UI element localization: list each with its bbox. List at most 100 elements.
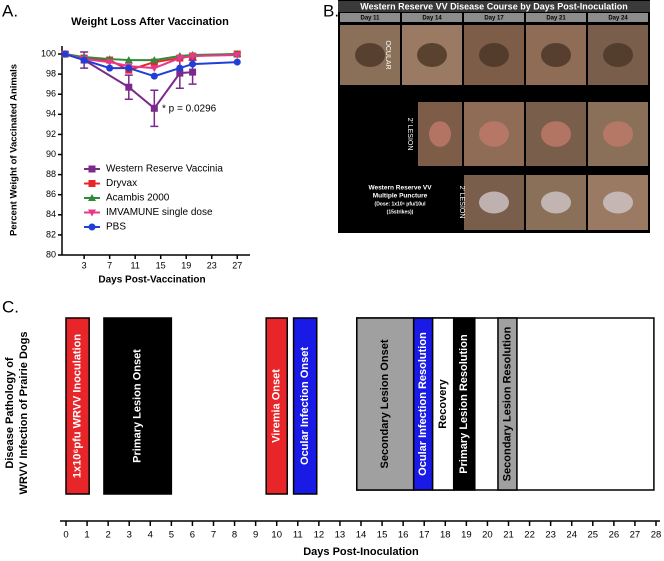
x-tick-label: 21	[503, 530, 514, 541]
x-tick-label: 8	[232, 530, 237, 541]
legend-marker	[88, 209, 96, 217]
x-tick-label: 15	[377, 530, 388, 541]
photo-detail	[479, 121, 509, 147]
y-tick-label: 90	[46, 149, 56, 159]
photo-title-bar	[338, 1, 650, 12]
bar-label: Primary Lesion Onset	[132, 349, 144, 463]
marker	[61, 50, 69, 58]
row-label: 2' LESION	[406, 118, 413, 151]
marker	[188, 53, 197, 61]
timeline-bar	[265, 317, 288, 495]
column-header-bg	[402, 13, 462, 22]
photo-detail	[541, 43, 571, 67]
x-tick-label: 27	[232, 260, 242, 270]
panel-label: C.	[2, 297, 19, 316]
x-tick-label: 14	[356, 530, 367, 541]
marker	[189, 60, 197, 68]
bar-label: Recovery	[437, 378, 449, 428]
x-tick-label: 22	[524, 530, 535, 541]
photo-detail	[603, 191, 633, 214]
x-tick-label: 18	[440, 530, 451, 541]
bar-label: 1x10⁶pfu WRVV Inoculation	[71, 334, 83, 478]
marker	[233, 52, 242, 60]
x-tick-label: 23	[545, 530, 556, 541]
x-tick-label: 19	[181, 260, 191, 270]
bar-label: Primary Lesion Resolution	[458, 334, 470, 474]
legend-marker	[88, 180, 96, 187]
x-tick-label: 20	[482, 530, 493, 541]
timeline-bar	[497, 317, 518, 491]
marker	[106, 64, 114, 72]
y-tick-label: 84	[46, 209, 56, 219]
annotation: * p = 0.0296	[162, 104, 217, 115]
marker	[150, 104, 158, 112]
column-header-bg	[464, 13, 524, 22]
column-header: Day 24	[608, 16, 628, 22]
x-tick-label: 9	[253, 530, 258, 541]
photo-detail	[479, 43, 509, 67]
x-tick-label: 3	[82, 260, 87, 270]
bar-label: Secondary Lesion Onset	[379, 339, 391, 468]
legend-label: Acambis 2000	[106, 193, 170, 204]
timeline-bar	[65, 317, 90, 495]
marker	[176, 69, 184, 77]
legend-marker	[88, 194, 96, 201]
x-tick-label: 13	[335, 530, 346, 541]
x-tick-label: 10	[271, 530, 282, 541]
x-tick-label: 27	[630, 530, 641, 541]
x-tick-label: 11	[293, 530, 303, 541]
photo-detail	[355, 43, 385, 67]
row-label: 2' LESION	[458, 186, 465, 219]
legend-label: IMVAMUNE single dose	[106, 207, 213, 218]
x-tick-label: 12	[314, 530, 325, 541]
x-tick-label: 11	[131, 260, 140, 270]
x-tick-label: 26	[609, 530, 620, 541]
photo-detail	[603, 43, 633, 67]
bar-label: Ocular Infection Onset	[299, 347, 311, 465]
marker	[125, 83, 133, 91]
y-tick-label: 94	[46, 109, 56, 119]
panel-label: A.	[2, 1, 18, 20]
column-header-bg	[588, 13, 648, 22]
group-label: Multiple Puncture	[373, 193, 428, 200]
marker	[80, 56, 88, 64]
x-tick-label: 5	[169, 530, 174, 541]
chart-title: Weight Loss After Vaccination	[71, 16, 229, 28]
marker	[105, 59, 114, 67]
y-tick-label: 86	[46, 189, 56, 199]
legend-label: Western Reserve Vaccinia	[106, 164, 223, 175]
x-tick-label: 0	[63, 530, 68, 541]
y-tick-label: 98	[46, 69, 56, 79]
legend-label: Dryvax	[106, 178, 137, 189]
photo-title: Western Reserve VV Disease Course by Day…	[360, 1, 627, 11]
y-tick-label: 92	[46, 129, 56, 139]
marker	[124, 56, 133, 64]
marker	[176, 64, 184, 72]
photo-detail	[429, 121, 451, 147]
photo-detail	[479, 191, 509, 214]
group-label: (Dose: 1x10⁶ pfu/10ul	[375, 201, 427, 207]
group-label: Western Reserve VV	[368, 185, 432, 192]
x-axis-label: Days Post-Inoculation	[303, 546, 419, 558]
x-tick-label: 7	[107, 260, 112, 270]
y-tick-label: 88	[46, 169, 56, 179]
photo-detail	[417, 43, 447, 67]
bar-label: Secondary Lesion Resolution	[501, 326, 513, 481]
column-header: Day 17	[484, 16, 504, 22]
legend-marker	[88, 223, 96, 231]
column-header-bg	[526, 13, 586, 22]
marker	[175, 55, 184, 63]
x-tick-label: 1	[84, 530, 89, 541]
x-tick-label: 19	[461, 530, 472, 541]
column-header: Day 11	[360, 16, 380, 22]
y-tick-label: 80	[46, 249, 56, 259]
x-tick-label: 23	[207, 260, 217, 270]
x-tick-label: 28	[651, 530, 662, 541]
panel-label: B.	[323, 1, 339, 20]
column-header: Day 21	[546, 16, 566, 22]
y-axis-label: Disease Pathology of	[4, 357, 16, 469]
y-tick-label: 82	[46, 229, 56, 239]
legend-label: PBS	[106, 222, 126, 233]
